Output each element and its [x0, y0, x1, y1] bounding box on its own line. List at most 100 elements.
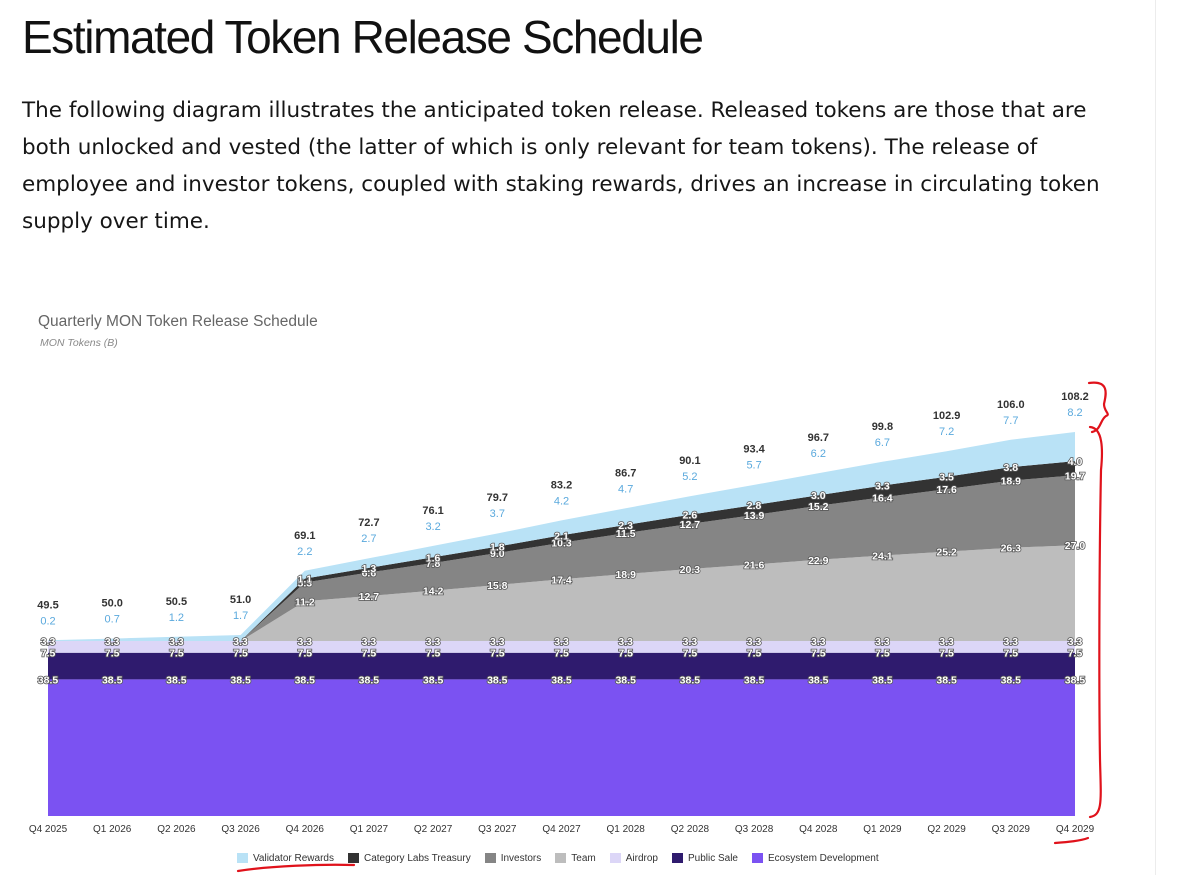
total-label: 49.5	[37, 599, 58, 611]
legend-item-category-labs-treasury[interactable]: Category Labs Treasury	[347, 852, 471, 864]
data-label-team: 14.2	[423, 586, 444, 598]
series-area-team	[48, 545, 1075, 641]
x-tick-label: Q1 2028	[607, 824, 646, 835]
series-area-airdrop	[48, 641, 1075, 653]
data-label-investors: 13.9	[744, 510, 765, 522]
data-label-category-labs-treasury: 2.1	[554, 530, 569, 542]
legend-label: Ecosystem Development	[768, 852, 879, 864]
data-label-validator-rewards: 5.7	[746, 460, 761, 472]
total-label: 90.1	[679, 455, 700, 467]
series-area-category-labs-treasury	[48, 461, 1075, 641]
data-label-ecosystem-development: 38.5	[230, 674, 251, 686]
x-tick-label: Q3 2028	[735, 824, 774, 835]
data-label-validator-rewards: 8.2	[1067, 407, 1082, 419]
data-label-public-sale: 7.5	[554, 648, 569, 660]
data-label-airdrop: 3.3	[233, 636, 248, 648]
x-tick-label: Q4 2029	[1056, 824, 1095, 835]
legend-label: Team	[571, 852, 596, 864]
data-label-public-sale: 7.5	[1068, 648, 1083, 660]
x-tick-label: Q4 2028	[799, 824, 838, 835]
data-label-validator-rewards: 4.2	[554, 496, 569, 508]
legend-item-validator-rewards[interactable]: Validator Rewards	[237, 853, 334, 864]
legend-item-team[interactable]: Team	[555, 852, 596, 864]
legend-item-investors[interactable]: Investors	[484, 853, 541, 864]
annotation-bracket-right	[1088, 425, 1104, 819]
data-label-airdrop: 3.3	[105, 636, 120, 648]
legend-item-public-sale[interactable]: Public Sale	[671, 853, 738, 864]
chart-y-axis-label: MON Tokens (B)	[40, 337, 118, 349]
data-label-public-sale: 7.5	[1003, 648, 1018, 660]
legend-swatch	[609, 853, 621, 863]
legend-item-ecosystem-development[interactable]: Ecosystem Development	[752, 853, 879, 864]
x-tick-label: Q1 2029	[863, 824, 902, 835]
data-label-public-sale: 7.5	[747, 648, 762, 660]
data-label-team: 17.4	[551, 574, 572, 586]
data-label-category-labs-treasury: 4.0	[1068, 456, 1083, 468]
total-label: 106.0	[997, 399, 1025, 411]
data-label-validator-rewards: 2.7	[361, 533, 376, 545]
legend-swatch	[237, 853, 248, 863]
data-label-ecosystem-development: 38.5	[744, 674, 765, 686]
x-tick-label: Q3 2026	[221, 824, 260, 835]
data-label-public-sale: 7.5	[41, 648, 56, 660]
x-tick-label: Q4 2026	[286, 824, 325, 835]
legend-item-airdrop[interactable]: Airdrop	[609, 852, 658, 864]
data-label-public-sale: 7.5	[169, 648, 184, 660]
series-area-validator-rewards	[48, 432, 1075, 641]
data-label-ecosystem-development: 38.5	[359, 674, 380, 686]
x-tick-label: Q2 2029	[927, 824, 966, 835]
data-label-public-sale: 7.5	[297, 648, 312, 660]
data-label-airdrop: 3.3	[554, 636, 569, 648]
data-label-airdrop: 3.3	[41, 636, 56, 648]
data-label-ecosystem-development: 38.5	[487, 674, 508, 686]
data-label-validator-rewards: 2.2	[297, 546, 312, 558]
data-label-investors: 5.3	[297, 578, 312, 590]
data-label-ecosystem-development: 38.5	[872, 674, 893, 686]
legend-swatch	[671, 853, 683, 863]
legend-swatch	[555, 853, 567, 863]
data-label-airdrop: 3.3	[426, 636, 441, 648]
page-title: Estimated Token Release Schedule	[22, 11, 704, 63]
data-label-airdrop: 3.3	[490, 636, 505, 648]
data-labels: 38.5 38.5 38.5 38.5 38.5 38.5 38.5 38.5 38.5 38.5…	[37, 391, 1089, 687]
data-label-investors: 9.0	[490, 548, 505, 560]
total-label: 76.1	[422, 505, 443, 517]
total-label: 86.7	[615, 467, 636, 479]
data-label-public-sale: 7.5	[811, 648, 826, 660]
data-label-ecosystem-development: 38.5	[1065, 674, 1086, 686]
x-tick-label: Q4 2025	[29, 824, 68, 835]
data-label-airdrop: 3.3	[747, 636, 762, 648]
data-label-public-sale: 7.5	[875, 648, 890, 660]
intro-paragraph: The following diagram illustrates the an…	[22, 98, 1100, 234]
x-tick-label: Q2 2028	[671, 824, 710, 835]
data-label-investors: 7.8	[426, 558, 441, 570]
data-label-airdrop: 3.3	[811, 636, 826, 648]
data-label-team: 15.8	[487, 580, 508, 592]
data-label-airdrop: 3.3	[939, 636, 954, 648]
total-label: 96.7	[808, 432, 829, 444]
total-label: 93.4	[743, 444, 765, 456]
data-label-validator-rewards: 5.2	[682, 471, 697, 483]
data-label-category-labs-treasury: 1.6	[426, 552, 441, 564]
data-label-category-labs-treasury: 2.8	[747, 500, 762, 512]
data-label-airdrop: 3.3	[875, 636, 890, 648]
chart-legend: Validator Rewards Category Labs Treasury I…	[237, 851, 879, 865]
total-label: 79.7	[487, 492, 508, 504]
total-label: 72.7	[358, 517, 379, 529]
legend-label: Airdrop	[625, 852, 658, 864]
data-label-category-labs-treasury: 1.8	[490, 542, 505, 554]
data-label-ecosystem-development: 38.5	[102, 674, 123, 686]
legend-label: Category Labs Treasury	[363, 852, 471, 864]
chart-title: Quarterly MON Token Release Schedule	[38, 313, 318, 330]
data-label-public-sale: 7.5	[490, 648, 505, 660]
data-label-airdrop: 3.3	[618, 636, 633, 648]
data-label-validator-rewards: 6.7	[875, 437, 890, 449]
data-label-public-sale: 7.5	[683, 648, 698, 660]
data-label-validator-rewards: 0.7	[105, 614, 120, 626]
total-label: 99.8	[872, 421, 893, 433]
data-label-category-labs-treasury: 3.8	[1003, 462, 1018, 474]
data-label-public-sale: 7.5	[233, 648, 248, 660]
data-label-investors: 12.7	[680, 519, 701, 531]
legend-swatch	[347, 853, 359, 863]
